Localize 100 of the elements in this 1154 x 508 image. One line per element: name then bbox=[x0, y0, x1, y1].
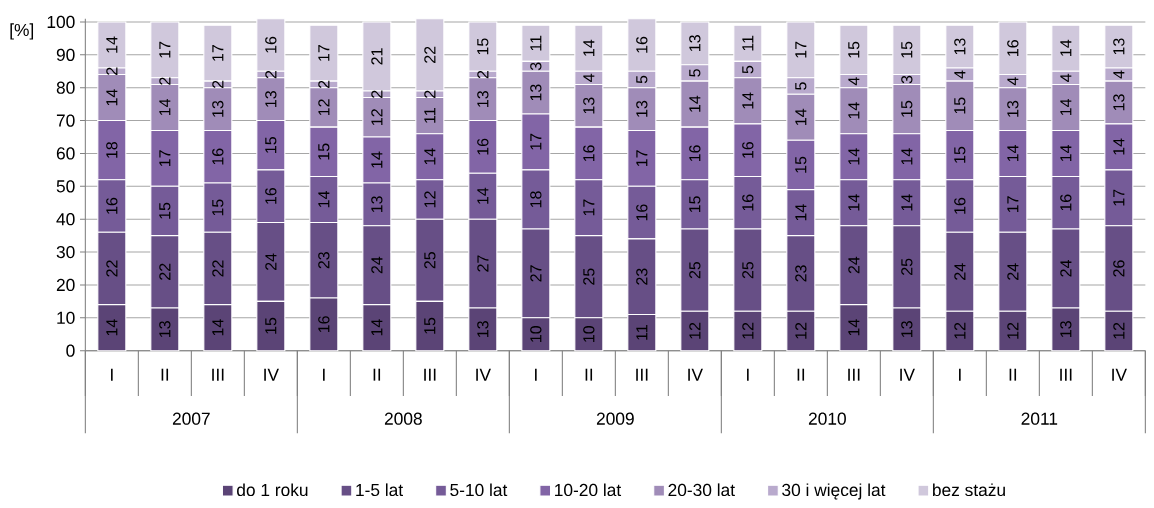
text: 2007 bbox=[172, 412, 210, 425]
data-label: 16 bbox=[265, 187, 277, 204]
y-tick-label: 60 bbox=[56, 147, 75, 160]
x-tick-label: I bbox=[959, 368, 961, 381]
data-label: 14 bbox=[1060, 98, 1072, 116]
data-label: 14 bbox=[901, 148, 913, 165]
data-label: 2 bbox=[212, 80, 224, 89]
data-label: 17 bbox=[530, 133, 542, 150]
data-label: 24 bbox=[371, 256, 383, 274]
data-label: 25 bbox=[583, 268, 595, 285]
data-label: 14 bbox=[106, 36, 118, 53]
data-label: 10 bbox=[583, 325, 595, 342]
data-label: 17 bbox=[795, 41, 807, 58]
legend-label: 5-10 lat bbox=[450, 483, 508, 497]
data-label: 13 bbox=[689, 35, 701, 51]
data-label: 14 bbox=[848, 102, 860, 119]
x-tick-label: I bbox=[747, 368, 749, 381]
data-label: 16 bbox=[742, 141, 754, 158]
data-label: 3 bbox=[530, 62, 542, 71]
data-label: 15 bbox=[954, 97, 966, 114]
data-label: 16 bbox=[689, 145, 701, 162]
data-label: 27 bbox=[530, 265, 542, 282]
data-label: 14 bbox=[1060, 39, 1072, 56]
data-label: 25 bbox=[689, 261, 701, 279]
data-label: 2 bbox=[159, 77, 171, 85]
x-tick-label: I bbox=[535, 368, 537, 381]
data-label: 3 bbox=[901, 75, 913, 84]
data-label: 24 bbox=[954, 263, 966, 280]
data-label: 13 bbox=[265, 91, 277, 107]
data-label: 14 bbox=[318, 191, 330, 208]
data-label: 14 bbox=[371, 319, 383, 336]
legend-label: 1-5 lat bbox=[356, 483, 403, 497]
data-label: 14 bbox=[212, 319, 224, 336]
data-label: 14 bbox=[106, 89, 118, 106]
data-label: 15 bbox=[954, 146, 966, 163]
x-tick-label: IV bbox=[688, 368, 703, 381]
data-label: 12 bbox=[689, 322, 701, 339]
data-label: 12 bbox=[424, 191, 436, 208]
data-label: 5 bbox=[689, 69, 701, 77]
data-label: 14 bbox=[848, 319, 860, 336]
data-label: 16 bbox=[265, 36, 277, 53]
data-label: 16 bbox=[106, 197, 118, 214]
data-label: 14 bbox=[795, 204, 807, 221]
data-label: 26 bbox=[1113, 260, 1125, 277]
data-label: 12 bbox=[318, 99, 330, 116]
legend-label: 10-20 lat bbox=[555, 483, 622, 497]
data-label: 14 bbox=[583, 39, 595, 56]
data-label: 14 bbox=[1113, 138, 1125, 155]
data-label: 11 bbox=[742, 35, 754, 51]
data-label: 5 bbox=[795, 82, 807, 90]
data-label: 13 bbox=[371, 196, 383, 213]
data-label: 13 bbox=[583, 97, 595, 114]
x-tick-label: II bbox=[797, 368, 805, 381]
text: 2009 bbox=[596, 412, 634, 425]
x-tick-label: II bbox=[1009, 368, 1017, 381]
data-label: 4 bbox=[954, 70, 966, 79]
legend-label: 30 i więcej lat bbox=[782, 483, 886, 500]
data-label: 24 bbox=[265, 253, 277, 271]
data-label: 12 bbox=[954, 322, 966, 339]
y-tick-label: 70 bbox=[56, 114, 75, 127]
data-label: 16 bbox=[954, 197, 966, 214]
data-label: 17 bbox=[318, 45, 330, 61]
data-label: 22 bbox=[212, 260, 224, 277]
text: 2011 bbox=[1021, 412, 1058, 425]
data-label: 17 bbox=[1113, 189, 1125, 206]
data-label: 2 bbox=[318, 80, 330, 89]
data-label: 4 bbox=[848, 77, 860, 86]
data-label: 25 bbox=[424, 252, 436, 269]
y-tick-label: 40 bbox=[56, 213, 75, 226]
data-label: 14 bbox=[742, 92, 754, 109]
data-label: 12 bbox=[1113, 322, 1125, 339]
x-tick-label: III bbox=[848, 368, 860, 381]
data-label: 13 bbox=[1060, 321, 1072, 337]
y-tick-label: 20 bbox=[56, 278, 75, 292]
data-label: 13 bbox=[901, 321, 913, 337]
data-label: 25 bbox=[742, 261, 754, 279]
data-label: 15 bbox=[477, 38, 489, 55]
data-label: 22 bbox=[159, 263, 171, 280]
data-label: 15 bbox=[265, 317, 277, 334]
data-label: 5 bbox=[636, 75, 648, 84]
data-label: 11 bbox=[424, 108, 436, 123]
data-label: 16 bbox=[318, 316, 330, 333]
x-tick-label: III bbox=[212, 368, 224, 381]
x-tick-label: II bbox=[161, 368, 169, 381]
data-label: 4 bbox=[1060, 73, 1072, 82]
legend-label: bez stażu bbox=[933, 483, 1005, 497]
data-label: 18 bbox=[106, 141, 118, 158]
data-label: 14 bbox=[1060, 145, 1072, 162]
data-label: 16 bbox=[742, 194, 754, 211]
data-label: 15 bbox=[318, 143, 330, 160]
x-tick-label: III bbox=[424, 368, 436, 381]
data-label: 4 bbox=[1113, 70, 1125, 79]
x-tick-label: IV bbox=[1112, 368, 1127, 381]
data-label: 23 bbox=[636, 268, 648, 285]
data-label: 14 bbox=[795, 108, 807, 125]
data-label: 16 bbox=[1007, 40, 1019, 56]
data-label: 17 bbox=[212, 45, 224, 61]
data-label: 13 bbox=[159, 321, 171, 337]
data-label: 14 bbox=[848, 148, 860, 165]
data-label: 4 bbox=[583, 73, 595, 82]
